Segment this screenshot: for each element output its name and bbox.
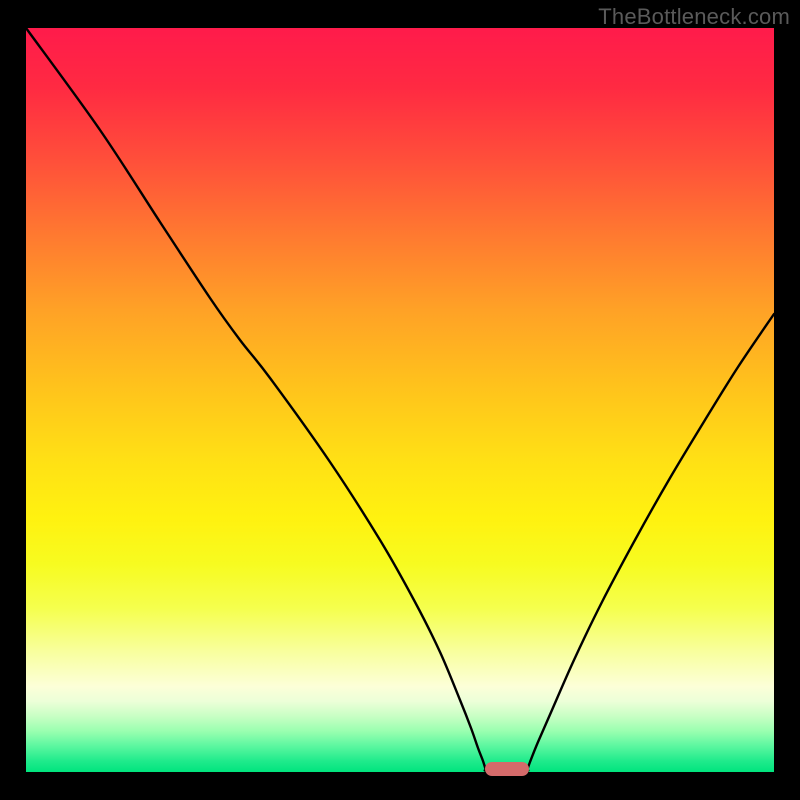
plot-area	[26, 28, 774, 772]
bottleneck-chart	[0, 0, 800, 800]
chart-frame: TheBottleneck.com	[0, 0, 800, 800]
watermark-text: TheBottleneck.com	[598, 4, 790, 30]
optimal-marker	[485, 762, 529, 776]
